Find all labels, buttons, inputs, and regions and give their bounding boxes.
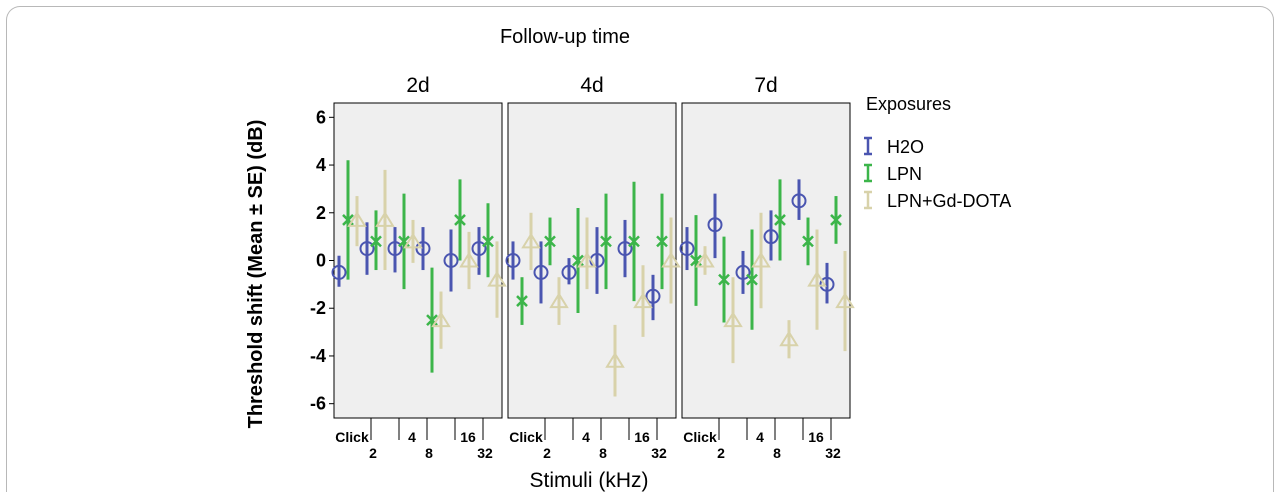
legend-title: Exposures — [866, 94, 951, 114]
data-point — [516, 295, 528, 307]
data-point — [751, 251, 771, 268]
data-point — [645, 288, 661, 304]
y-tick-label: 6 — [316, 107, 326, 127]
x-tick-label: 16 — [634, 429, 650, 445]
data-point — [802, 235, 814, 248]
data-point — [661, 251, 681, 268]
data-point — [459, 251, 479, 268]
facet-label: 2d — [406, 74, 429, 97]
x-tick-label: 8 — [773, 445, 781, 461]
y-axis-label: Threshold shift (Mean ± SE) (dB) — [245, 120, 267, 429]
data-point — [830, 214, 842, 226]
x-tick-label: 32 — [477, 445, 493, 461]
plot-area — [333, 102, 503, 419]
data-point — [454, 214, 466, 226]
x-tick-label: 32 — [651, 445, 667, 461]
data-point — [628, 235, 640, 248]
data-point — [521, 232, 541, 249]
data-point — [707, 217, 723, 233]
facet-label: 7d — [754, 74, 777, 97]
data-point — [403, 232, 423, 249]
x-tick-label: 4 — [756, 429, 764, 445]
data-point — [533, 264, 549, 280]
x-tick-label: 8 — [425, 445, 433, 461]
legend-label: LPN+Gd-DOTA — [887, 191, 1011, 211]
y-tick-label: 4 — [316, 155, 326, 175]
data-point — [505, 253, 521, 268]
x-tick-label: Click — [509, 429, 543, 445]
y-tick-label: -4 — [310, 346, 326, 366]
x-tick-label: 4 — [582, 429, 590, 445]
data-point — [544, 235, 556, 248]
data-point — [656, 235, 668, 248]
data-point — [633, 292, 653, 309]
data-point — [375, 211, 395, 227]
x-tick-label: Click — [335, 429, 369, 445]
figure-frame — [6, 6, 1274, 492]
legend-swatch — [864, 190, 872, 210]
data-point — [387, 241, 403, 257]
data-point — [359, 241, 375, 257]
data-point — [471, 241, 487, 257]
data-point — [331, 264, 347, 280]
x-tick-label: 16 — [808, 429, 824, 445]
data-point — [605, 351, 625, 368]
data-point — [718, 273, 730, 286]
x-tick-label: 2 — [369, 445, 377, 461]
facet-label: 4d — [580, 74, 603, 97]
x-tick-label: 2 — [717, 445, 725, 461]
x-tick-label: 2 — [543, 445, 551, 461]
legend-swatch — [864, 163, 872, 183]
data-point — [370, 235, 382, 248]
y-tick-label: 0 — [316, 251, 326, 271]
data-point — [443, 253, 459, 268]
legend: Exposures H2O LPN LPN+Gd-DOTA — [864, 94, 1011, 211]
data-point — [617, 241, 633, 257]
data-point — [807, 270, 827, 287]
y-tick-label: -6 — [310, 394, 326, 414]
legend-label: LPN — [887, 164, 922, 184]
data-point — [487, 270, 507, 287]
data-point — [835, 292, 855, 309]
data-point — [791, 193, 807, 209]
data-point — [577, 251, 597, 268]
facet-super-title: Follow-up time — [500, 26, 630, 48]
y-tick-label: -2 — [310, 298, 326, 318]
data-point — [695, 251, 715, 268]
x-tick-label: 8 — [599, 445, 607, 461]
x-tick-label: 16 — [460, 429, 476, 445]
data-point — [415, 241, 431, 257]
y-tick-label: 2 — [316, 203, 326, 223]
x-tick-label: 32 — [825, 445, 841, 461]
data-point — [735, 264, 751, 280]
data-point — [600, 235, 612, 248]
data-point — [723, 311, 743, 328]
legend-swatch — [864, 136, 872, 156]
data-point — [482, 235, 494, 248]
data-point — [549, 292, 569, 309]
x-tick-label: Click — [683, 429, 717, 445]
data-point — [774, 214, 786, 226]
legend-label: H2O — [887, 137, 924, 157]
x-axis-label: Stimuli (kHz) — [530, 469, 649, 492]
data-point — [561, 264, 577, 280]
data-point — [347, 211, 367, 227]
data-point — [679, 241, 695, 257]
data-point — [779, 330, 799, 347]
data-point — [819, 276, 835, 292]
data-point — [431, 311, 451, 328]
data-point — [746, 273, 758, 286]
x-tick-label: 4 — [408, 429, 416, 445]
data-point — [763, 229, 779, 245]
